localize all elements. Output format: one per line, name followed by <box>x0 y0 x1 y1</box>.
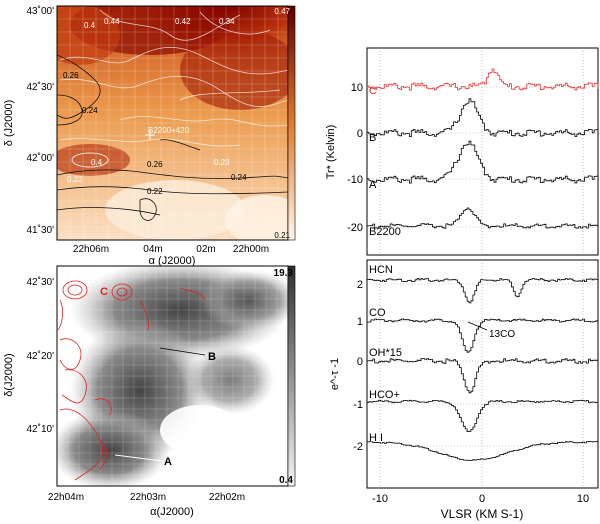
top-map-ylabel: δ (J2000) <box>3 100 15 146</box>
spectrum-hco- <box>367 399 599 432</box>
svg-text:0: 0 <box>357 356 363 368</box>
svg-text:22h03m: 22h03m <box>130 492 166 503</box>
spectrum-label-hcn: HCN <box>369 264 393 276</box>
spectrum-label-hco: HCO+ <box>369 389 400 401</box>
svg-text:22h00m: 22h00m <box>233 244 269 255</box>
spectrum-hcn <box>367 278 599 304</box>
bottom-spectra-xlabel: VLSR (KM S-1) <box>441 507 524 521</box>
spectrum-oh-15 <box>367 358 599 394</box>
svg-text:0.34: 0.34 <box>219 17 235 26</box>
top-colorbar <box>287 5 296 241</box>
bottom-map-xticks: 22h04m 22h03m 22h02m <box>48 492 245 503</box>
bottom-spectra-ylabel: e^-τ -1 <box>329 358 341 390</box>
top-map-xlabel: α (J2000) <box>149 255 196 267</box>
top-spectra-lines <box>367 68 599 229</box>
svg-text:0.4: 0.4 <box>84 21 96 30</box>
spectrum-label-oh: OH*15 <box>369 347 402 359</box>
spectrum-h-i <box>367 441 599 461</box>
bottom-spectra-xticks: -10 0 10 <box>372 493 589 505</box>
svg-text:0.42: 0.42 <box>175 17 191 26</box>
bottom-map-red-contours <box>57 280 206 481</box>
bottom-colorbar-min: 0.4 <box>279 475 293 486</box>
spectrum-label-c: C <box>369 85 377 97</box>
svg-text:0.24: 0.24 <box>82 106 98 115</box>
svg-text:2: 2 <box>357 279 363 291</box>
spectrum-label-hi: H I <box>369 432 383 444</box>
svg-text:0.22: 0.22 <box>147 187 163 196</box>
svg-text:04m: 04m <box>143 244 162 255</box>
svg-text:0.44: 0.44 <box>104 17 120 26</box>
source-label: B2200+420 <box>148 126 190 135</box>
spectrum-b2200 <box>367 207 599 229</box>
svg-text:42˚30': 42˚30' <box>27 81 55 93</box>
top-right-spectra: 10 0 -10 -20 Tr* (Kelvin) C B A B2200 <box>325 47 599 256</box>
bottom-map-ylabel: δ(J2000) <box>3 353 15 396</box>
svg-text:10: 10 <box>351 82 363 94</box>
spectrum-c <box>367 68 599 91</box>
bottom-map-yticks: 42˚30' 42˚20' 42˚10' <box>27 276 55 435</box>
bottom-spectra-lines <box>367 278 599 461</box>
top-contour-labels: 0.4 0.44 0.42 0.34 0.26 0.24 0.4 0.26 0.… <box>63 17 247 196</box>
svg-text:-2: -2 <box>353 441 363 453</box>
top-colorbar-max: 0.47 <box>274 7 290 16</box>
svg-text:42˚30': 42˚30' <box>27 276 55 288</box>
svg-text:-10: -10 <box>347 174 363 186</box>
svg-text:1: 1 <box>357 316 363 328</box>
bottom-spectra-yticks: 2 1 0 -1 -2 <box>353 279 363 453</box>
svg-text:0.26: 0.26 <box>147 160 163 169</box>
svg-text:42˚10': 42˚10' <box>27 423 55 435</box>
spectrum-b <box>367 98 599 137</box>
svg-text:42˚20': 42˚20' <box>27 350 55 362</box>
svg-text:0.26: 0.26 <box>63 71 79 80</box>
svg-text:-10: -10 <box>372 493 388 505</box>
svg-text:-20: -20 <box>347 222 363 234</box>
svg-text:-1: -1 <box>353 399 363 411</box>
svg-text:0: 0 <box>479 493 485 505</box>
source-marker-b2200: B2200+420 <box>145 126 190 140</box>
top-map-yticks: 43˚00' 42˚30' 42˚00' 41˚30' <box>27 5 55 236</box>
top-map-black-contours <box>57 54 288 221</box>
svg-text:0.23: 0.23 <box>214 158 230 167</box>
label-a: A <box>164 456 172 468</box>
svg-text:22h04m: 22h04m <box>48 492 84 503</box>
svg-text:22h02m: 22h02m <box>209 492 245 503</box>
bottom-colorbar <box>287 265 296 487</box>
bottom-map-image <box>57 266 288 486</box>
svg-text:22h06m: 22h06m <box>73 244 109 255</box>
top-left-map: 0.47 0.21 0.4 0.44 0.42 0.34 0.26 0.24 0… <box>3 5 296 267</box>
top-spectra-ylabel: Tr* (Kelvin) <box>325 125 337 180</box>
spectrum-a <box>367 140 599 184</box>
top-spectra-yticks: 10 0 -10 -20 <box>347 82 363 234</box>
spectrum-label-b2200: B2200 <box>369 226 401 238</box>
svg-text:02m: 02m <box>196 244 215 255</box>
annotation-13co: 13CO <box>489 329 515 340</box>
bottom-left-map: 19.3 0.4 C B A 42˚30' 42˚20' 42˚10' δ(J2… <box>3 265 296 518</box>
bottom-right-spectra: 2 1 0 -1 -2 e^-τ -1 HCN CO OH*15 HCO+ H … <box>329 259 599 521</box>
spectrum-label-a: A <box>369 179 377 191</box>
top-map-image <box>57 6 288 240</box>
label-c: C <box>100 286 108 298</box>
svg-text:41˚30': 41˚30' <box>27 224 55 236</box>
spectrum-label-co: CO <box>369 307 386 319</box>
svg-text:0.22: 0.22 <box>67 175 83 184</box>
top-map-white-contours <box>59 9 288 147</box>
spectrum-label-b: B <box>369 132 376 144</box>
bottom-map-xlabel: α(J2000) <box>150 506 194 518</box>
svg-text:0.24: 0.24 <box>231 173 247 182</box>
svg-text:42˚00': 42˚00' <box>27 152 55 164</box>
label-b: B <box>208 351 216 363</box>
top-map-xticks: 22h06m 04m 02m 22h00m <box>73 244 269 255</box>
svg-text:10: 10 <box>577 493 589 505</box>
spectrum-co <box>367 318 599 353</box>
top-colorbar-min: 0.21 <box>274 231 290 240</box>
bottom-colorbar-max: 19.3 <box>274 268 294 279</box>
svg-text:0: 0 <box>357 128 363 140</box>
svg-text:0.4: 0.4 <box>91 158 103 167</box>
svg-text:43˚00': 43˚00' <box>27 5 55 17</box>
